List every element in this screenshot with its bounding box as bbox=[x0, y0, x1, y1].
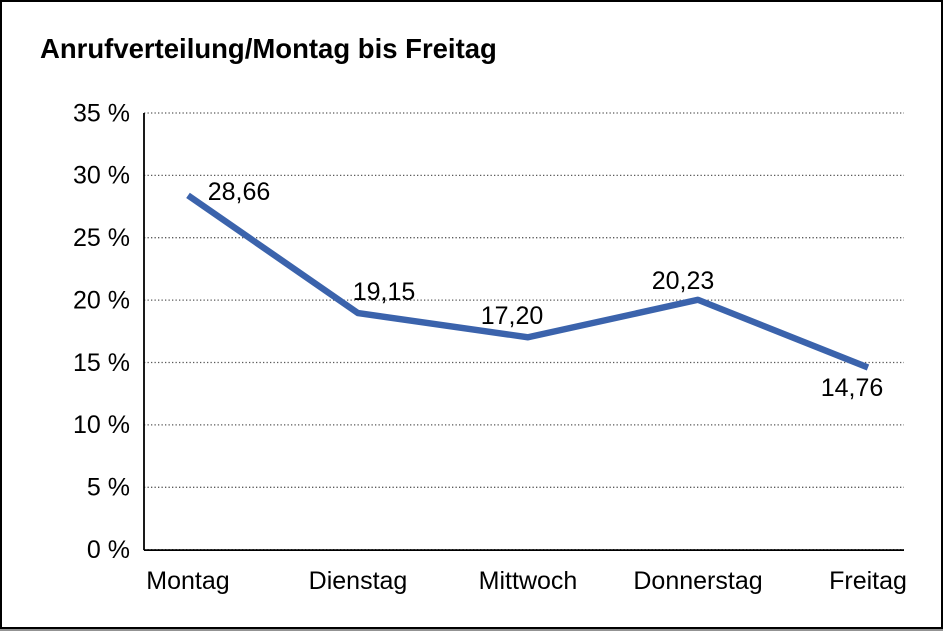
svg-text:0 %: 0 % bbox=[87, 536, 130, 564]
svg-text:35 %: 35 % bbox=[73, 99, 130, 127]
svg-text:28,66: 28,66 bbox=[208, 178, 271, 206]
svg-text:Mittwoch: Mittwoch bbox=[479, 567, 578, 595]
svg-text:20,23: 20,23 bbox=[652, 267, 715, 295]
svg-text:30 %: 30 % bbox=[73, 162, 130, 190]
svg-text:10 %: 10 % bbox=[73, 411, 130, 439]
svg-text:19,15: 19,15 bbox=[353, 278, 416, 306]
svg-text:17,20: 17,20 bbox=[481, 302, 544, 330]
svg-text:25 %: 25 % bbox=[73, 224, 130, 252]
svg-text:Montag: Montag bbox=[146, 567, 229, 595]
svg-text:5 %: 5 % bbox=[87, 474, 130, 502]
svg-text:Freitag: Freitag bbox=[829, 567, 907, 595]
svg-text:Donnerstag: Donnerstag bbox=[633, 567, 762, 595]
svg-text:15 %: 15 % bbox=[73, 349, 130, 377]
svg-text:Dienstag: Dienstag bbox=[309, 567, 408, 595]
svg-text:14,76: 14,76 bbox=[821, 374, 884, 402]
svg-text:20 %: 20 % bbox=[73, 286, 130, 314]
